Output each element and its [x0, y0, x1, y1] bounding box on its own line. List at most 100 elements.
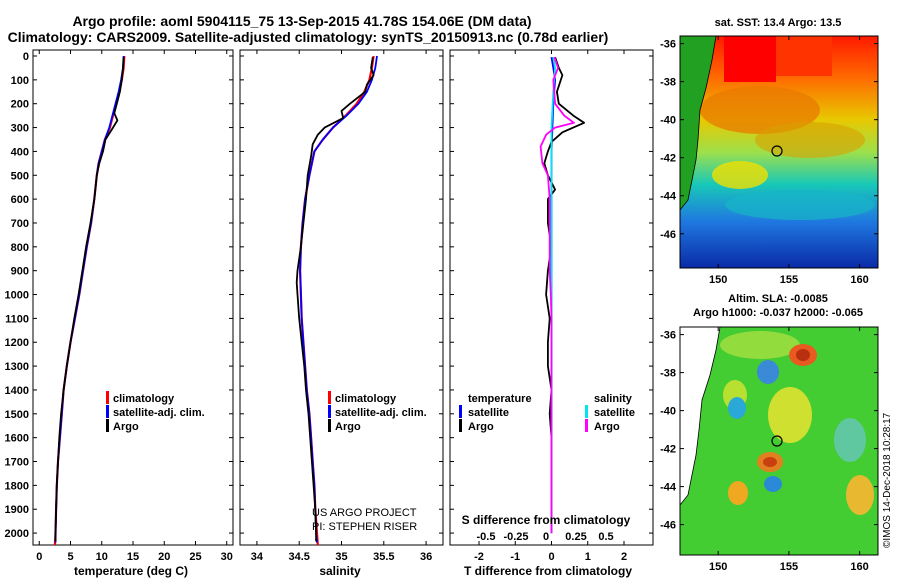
legend-swatch-sal-argo — [585, 419, 588, 432]
sla-float-marker — [771, 435, 783, 447]
y-tick-label: 2000 — [5, 528, 29, 540]
legend-swatch-argo — [328, 419, 331, 432]
map-y-tick-label: -42 — [660, 153, 676, 165]
map-x-tick-label: 160 — [850, 274, 868, 286]
series-line-satellite-adj-clim- — [54, 55, 125, 543]
legend-swatch-climatology — [328, 391, 331, 404]
s-tick-label: -0.25 — [503, 531, 528, 543]
y-tick-label: 1200 — [5, 337, 29, 349]
legend-label-argo: Argo — [113, 421, 139, 433]
temperature-xlabel: temperature (deg C) — [74, 564, 188, 578]
legend-swatch-sal-satellite — [585, 405, 588, 418]
y-tick-label: 300 — [11, 123, 29, 135]
s-tick-label: 0.5 — [598, 531, 613, 543]
series-line-argo — [295, 57, 375, 542]
sst-float-marker — [771, 145, 783, 157]
legend-label-temp-argo: Argo — [468, 421, 494, 433]
y-tick-label: 1000 — [5, 290, 29, 302]
legend-title-temperature: temperature — [468, 393, 532, 405]
y-tick-label: 1100 — [5, 313, 29, 325]
watermark: ©IMOS 14-Dec-2018 10:28:17 — [882, 412, 893, 548]
series-line-climatology — [299, 55, 375, 546]
legend-swatch-temp-argo — [459, 419, 462, 432]
sst-map — [679, 35, 879, 269]
legend-label-sal-satellite: satellite — [594, 407, 635, 419]
s-tick-label: -0.5 — [477, 531, 496, 543]
map-y-tick-label: -36 — [660, 39, 676, 51]
legend-swatch-climatology — [106, 391, 109, 404]
y-tick-label: 1500 — [5, 409, 29, 421]
legend-title-salinity: salinity — [594, 393, 633, 405]
s-tick-label: 0.25 — [565, 531, 586, 543]
legend-label-sal-argo: Argo — [594, 421, 620, 433]
x-tick-label: 15 — [127, 551, 139, 563]
x-tick-label: 5 — [67, 551, 73, 563]
y-tick-label: 1600 — [5, 433, 29, 445]
x-tick-label: 25 — [189, 551, 201, 563]
y-tick-label: 800 — [11, 242, 29, 254]
map-axis-ticks: -36 -38 -40 -42 -44 -46 150 155 160 -36 -38 -40 -42 -… — [660, 36, 878, 573]
temperature-legend: climatology satellite-adj. clim. Argo — [106, 391, 205, 433]
map-x-tick-label: 160 — [850, 561, 868, 573]
sla-map-title-2: Argo h1000: -0.037 h2000: -0.065 — [693, 307, 863, 319]
x-tick-label: 1 — [585, 551, 591, 563]
y-tick-label: 400 — [11, 146, 29, 158]
x-tick-label: 0 — [36, 551, 42, 563]
legend-swatch-satellite — [328, 405, 331, 418]
y-tick-label: 700 — [11, 218, 29, 230]
x-tick-label: -1 — [510, 551, 520, 563]
map-y-tick-label: -36 — [660, 330, 676, 342]
series-line-argo — [54, 57, 125, 542]
map-y-tick-label: -46 — [660, 229, 676, 241]
temperature-panel — [32, 49, 234, 546]
map-x-tick-label: 155 — [780, 561, 798, 573]
axis-ticks: 0100200300400500600700800900100011001200… — [5, 50, 653, 563]
map-y-tick-label: -46 — [660, 520, 676, 532]
y-tick-label: 1300 — [5, 361, 29, 373]
y-tick-label: 900 — [11, 266, 29, 278]
x-tick-label: 30 — [221, 551, 233, 563]
legend-label-argo: Argo — [335, 421, 361, 433]
s-tick-label: 0 — [543, 531, 549, 543]
map-x-tick-label: 150 — [709, 274, 727, 286]
map-y-tick-label: -44 — [660, 191, 677, 203]
x-tick-label: 34 — [251, 551, 264, 563]
legend-label-temp-satellite: satellite — [468, 407, 509, 419]
x-tick-label: 35.5 — [373, 551, 394, 563]
map-y-tick-label: -44 — [660, 482, 677, 494]
map-y-tick-label: -40 — [660, 115, 676, 127]
map-y-tick-label: -40 — [660, 406, 676, 418]
y-tick-label: 1800 — [5, 480, 29, 492]
x-tick-label: 34.5 — [288, 551, 309, 563]
map-x-tick-label: 155 — [780, 274, 798, 286]
x-tick-label: 0 — [548, 551, 554, 563]
credit-line-1: US ARGO PROJECT — [312, 507, 417, 519]
title-line-2: Climatology: CARS2009. Satellite-adjuste… — [8, 29, 609, 45]
map-y-tick-label: -42 — [660, 444, 676, 456]
legend-label-satellite: satellite-adj. clim. — [113, 407, 205, 419]
legend-swatch-satellite — [106, 405, 109, 418]
legend-label-climatology: climatology — [113, 393, 175, 405]
salinity-legend: climatology satellite-adj. clim. Argo — [328, 391, 427, 433]
y-tick-label: 100 — [11, 75, 29, 87]
difference-legend: temperature satellite Argo salinity sate… — [459, 393, 635, 433]
legend-label-climatology: climatology — [335, 393, 397, 405]
difference-xlabel: T difference from climatology — [464, 564, 632, 578]
salinity-panel — [239, 49, 444, 546]
y-tick-label: 1900 — [5, 504, 29, 516]
x-tick-label: -2 — [474, 551, 484, 563]
series-line-salinity-argo — [539, 56, 575, 534]
y-tick-label: 600 — [11, 194, 29, 206]
x-tick-label: 20 — [158, 551, 170, 563]
legend-swatch-temp-satellite — [459, 405, 462, 418]
y-tick-label: 1700 — [5, 457, 29, 469]
series-line-climatology — [53, 55, 126, 546]
sst-map-title: sat. SST: 13.4 Argo: 13.5 — [715, 17, 842, 29]
sla-map — [679, 326, 879, 556]
map-x-tick-label: 150 — [709, 561, 727, 573]
chart-series — [53, 55, 585, 546]
y-tick-label: 1400 — [5, 385, 29, 397]
x-tick-label: 36 — [420, 551, 432, 563]
x-tick-label: 35 — [335, 551, 347, 563]
